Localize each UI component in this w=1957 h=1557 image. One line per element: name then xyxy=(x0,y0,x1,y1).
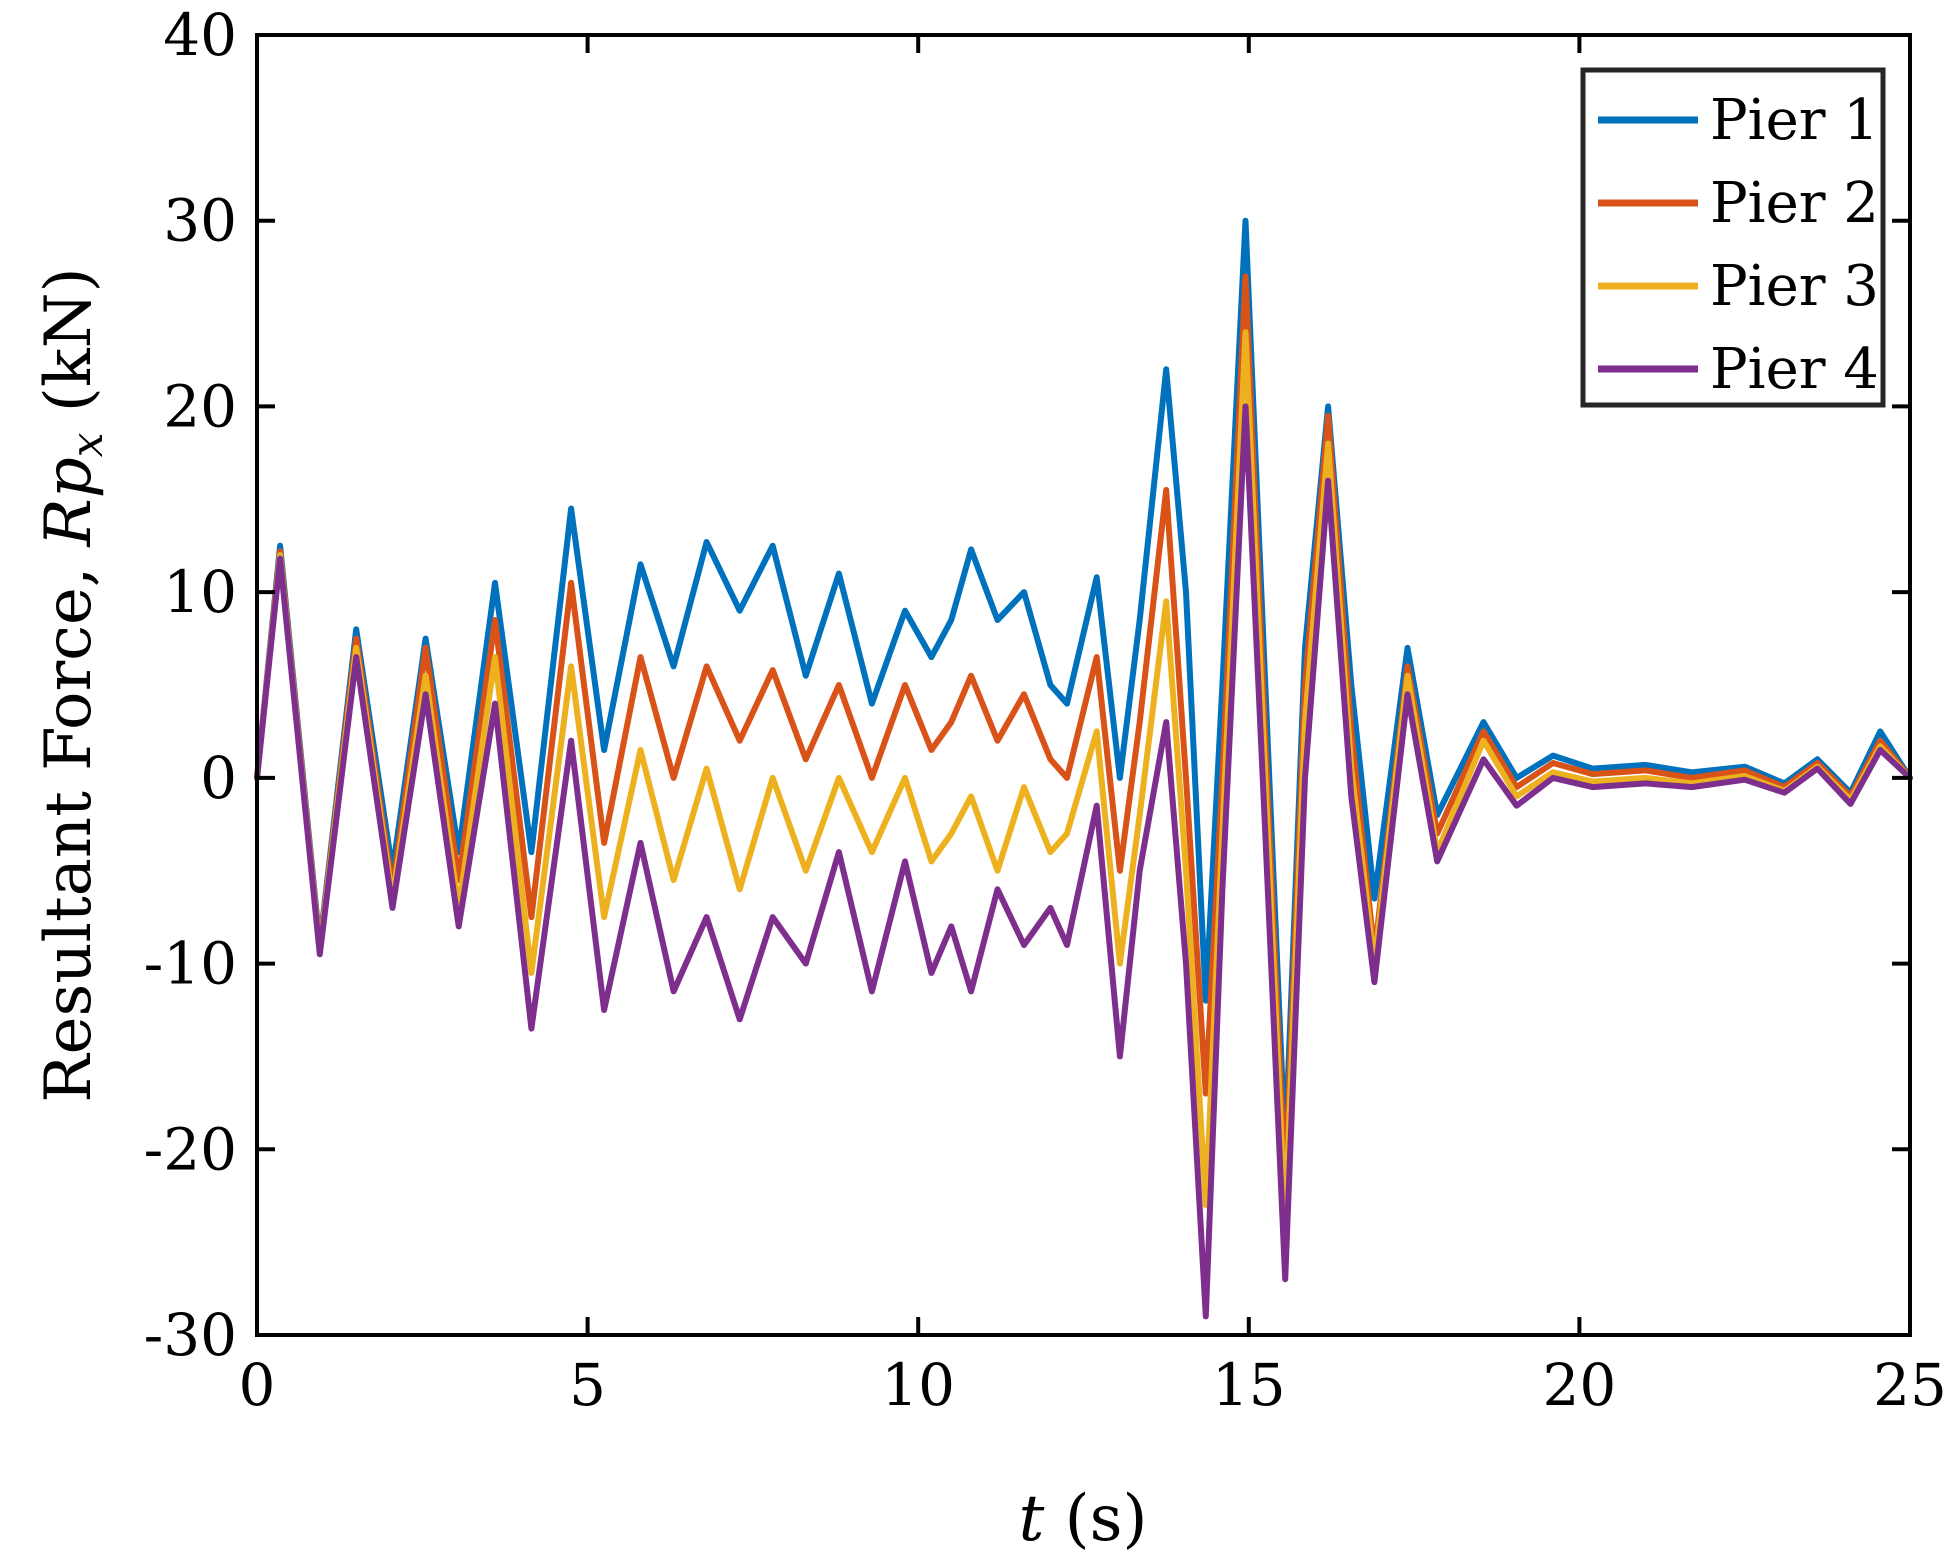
legend: Pier 1 Pier 2 Pier 3 Pier 4 xyxy=(1580,67,1886,408)
y-tick-label: 20 xyxy=(163,372,237,440)
x-axis-var: t xyxy=(1019,1482,1045,1556)
y-axis-var: Rp xyxy=(32,457,106,547)
x-tick-label: 20 xyxy=(1542,1351,1616,1419)
y-axis-unit: (kN) xyxy=(32,267,106,432)
y-tick-label: 40 xyxy=(163,1,237,69)
y-tick-label: 30 xyxy=(163,187,237,255)
x-tick-label: 15 xyxy=(1212,1351,1286,1419)
y-tick-labels: -30 -20 -10 0 10 20 30 40 xyxy=(144,1,237,1369)
series-line-pier-4 xyxy=(254,403,1913,1320)
y-axis-sub: x xyxy=(62,432,113,457)
series-group xyxy=(254,217,1913,1320)
x-axis-title: t (s) xyxy=(1019,1482,1148,1556)
axis-ticks xyxy=(255,33,1912,1337)
plot-area-frame xyxy=(255,33,1912,1337)
x-axis-unit: (s) xyxy=(1044,1482,1147,1556)
x-tick-label: 0 xyxy=(239,1351,276,1419)
y-tick-label: 0 xyxy=(200,744,237,812)
series-line-pier-1 xyxy=(254,217,1913,1153)
series-line-pier-3 xyxy=(254,329,1913,1227)
x-tick-label: 10 xyxy=(881,1351,955,1419)
x-tick-label: 25 xyxy=(1873,1351,1947,1419)
x-tick-labels: 0 5 10 15 20 25 xyxy=(239,1351,1947,1419)
y-tick-label: -10 xyxy=(144,930,237,998)
legend-label-pier-1: Pier 1 xyxy=(1710,88,1879,153)
legend-items: Pier 1 Pier 2 Pier 3 Pier 4 xyxy=(1598,88,1879,402)
y-tick-label: -30 xyxy=(144,1301,237,1369)
y-axis-text: Resultant Force, xyxy=(32,546,106,1102)
legend-label-pier-2: Pier 2 xyxy=(1710,171,1879,236)
y-axis-title: Resultant Force, Rpx (kN) xyxy=(32,267,113,1102)
series-line-pier-2 xyxy=(254,273,1913,1190)
legend-label-pier-4: Pier 4 xyxy=(1710,337,1879,402)
x-tick-label: 5 xyxy=(569,1351,606,1419)
legend-label-pier-3: Pier 3 xyxy=(1710,254,1879,319)
y-tick-label: 10 xyxy=(163,558,237,626)
y-tick-label: -20 xyxy=(144,1115,237,1183)
legend-box xyxy=(1580,67,1886,408)
